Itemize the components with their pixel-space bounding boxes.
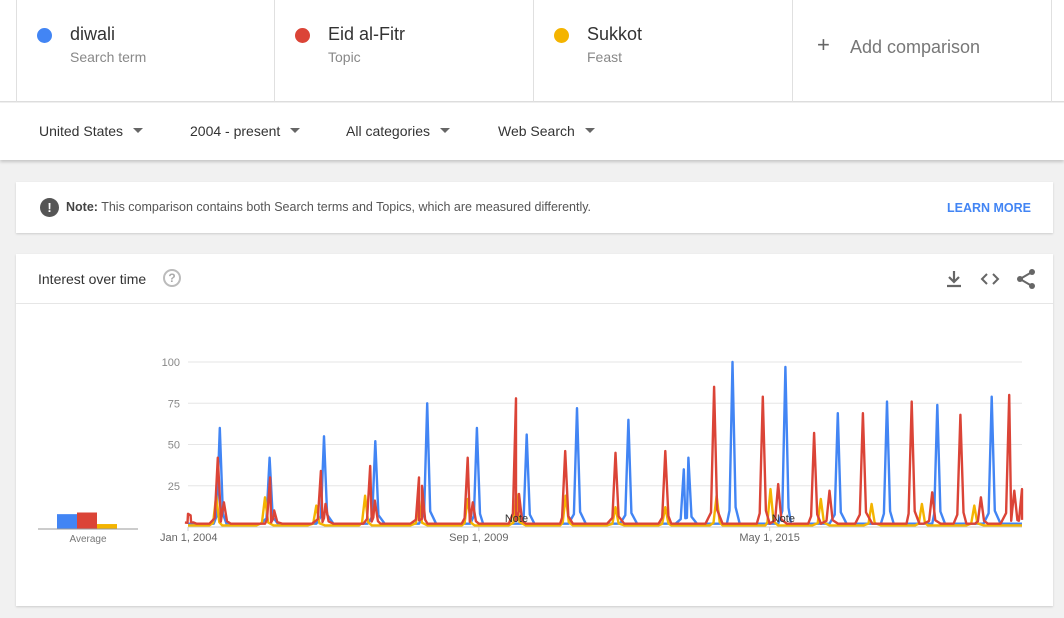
add-comparison-button[interactable]: + Add comparison [793,0,1052,102]
caret-down-icon [133,127,144,133]
region-value: United States [39,123,124,139]
add-comparison-label: Add comparison [850,37,981,57]
term-name: diwali [70,24,116,44]
region-dropdown[interactable]: United States [39,123,144,139]
series-line-sukkot [188,487,1022,527]
term-kind: Topic [328,49,361,65]
time-range-dropdown[interactable]: 2004 - present [190,123,301,139]
x-tick-label: May 1, 2015 [739,532,800,544]
embed-icon[interactable] [978,267,1002,291]
series-color-dot [37,28,52,43]
question-icon[interactable]: ? [163,269,181,287]
caret-down-icon [584,127,595,133]
average-bar [77,512,97,529]
term-card-sukkot[interactable]: Sukkot Feast [534,0,793,102]
download-icon[interactable] [942,267,966,291]
term-name: Eid al-Fitr [328,24,406,44]
y-tick-label: 25 [168,481,180,493]
caret-down-icon [440,127,451,133]
series-color-dot [554,28,569,43]
filters-bar: United States 2004 - present All categor… [0,103,1064,160]
share-icon[interactable] [1014,267,1038,291]
series-line-eid-al-fitr [184,385,1024,525]
comparison-bar: diwali Search term Eid al-Fitr Topic Suk… [0,0,1064,102]
chart-area[interactable]: 25 50 75 100 Jan 1, 2004 Sep 1, 2009 May 1, 20… [16,254,1053,606]
note-body: This comparison contains both Search ter… [97,200,592,214]
category-value: All categories [346,123,431,139]
time-range-value: 2004 - present [190,123,281,139]
interest-over-time-card: Interest over time ? 25 50 75 100 Jan 1, 200… [16,254,1053,606]
y-tick-label: 100 [162,357,180,369]
term-card-diwali[interactable]: diwali Search term [16,0,275,102]
y-tick-label: 50 [168,440,180,452]
term-kind: Search term [70,49,147,65]
note-banner: ! Note: This comparison contains both Se… [16,182,1053,233]
note-bold: Note: [66,200,98,214]
exclamation-icon: ! [40,198,59,217]
x-tick-label: Jan 1, 2004 [160,532,218,544]
category-dropdown[interactable]: All categories [346,123,451,139]
series-color-dot [295,28,310,43]
average-bar [57,514,77,529]
series-line-diwali [188,360,1022,525]
search-type-value: Web Search [498,123,575,139]
caret-down-icon [290,127,301,133]
y-tick-label: 75 [168,398,180,410]
average-label: Average [69,534,107,545]
term-name: Sukkot [587,24,643,44]
x-tick-label: Sep 1, 2009 [449,532,508,544]
term-card-eid[interactable]: Eid al-Fitr Topic [275,0,534,102]
term-kind: Feast [587,49,623,65]
card-header: Interest over time ? [16,254,1053,304]
note-marker: Note [505,513,528,525]
card-title: Interest over time [38,271,147,287]
search-type-dropdown[interactable]: Web Search [498,123,595,139]
note-text: Note: This comparison contains both Sear… [66,200,591,214]
learn-more-link[interactable]: LEARN MORE [946,201,1031,215]
plus-icon: + [817,32,830,57]
note-marker: Note [772,513,795,525]
average-bar [97,524,117,529]
